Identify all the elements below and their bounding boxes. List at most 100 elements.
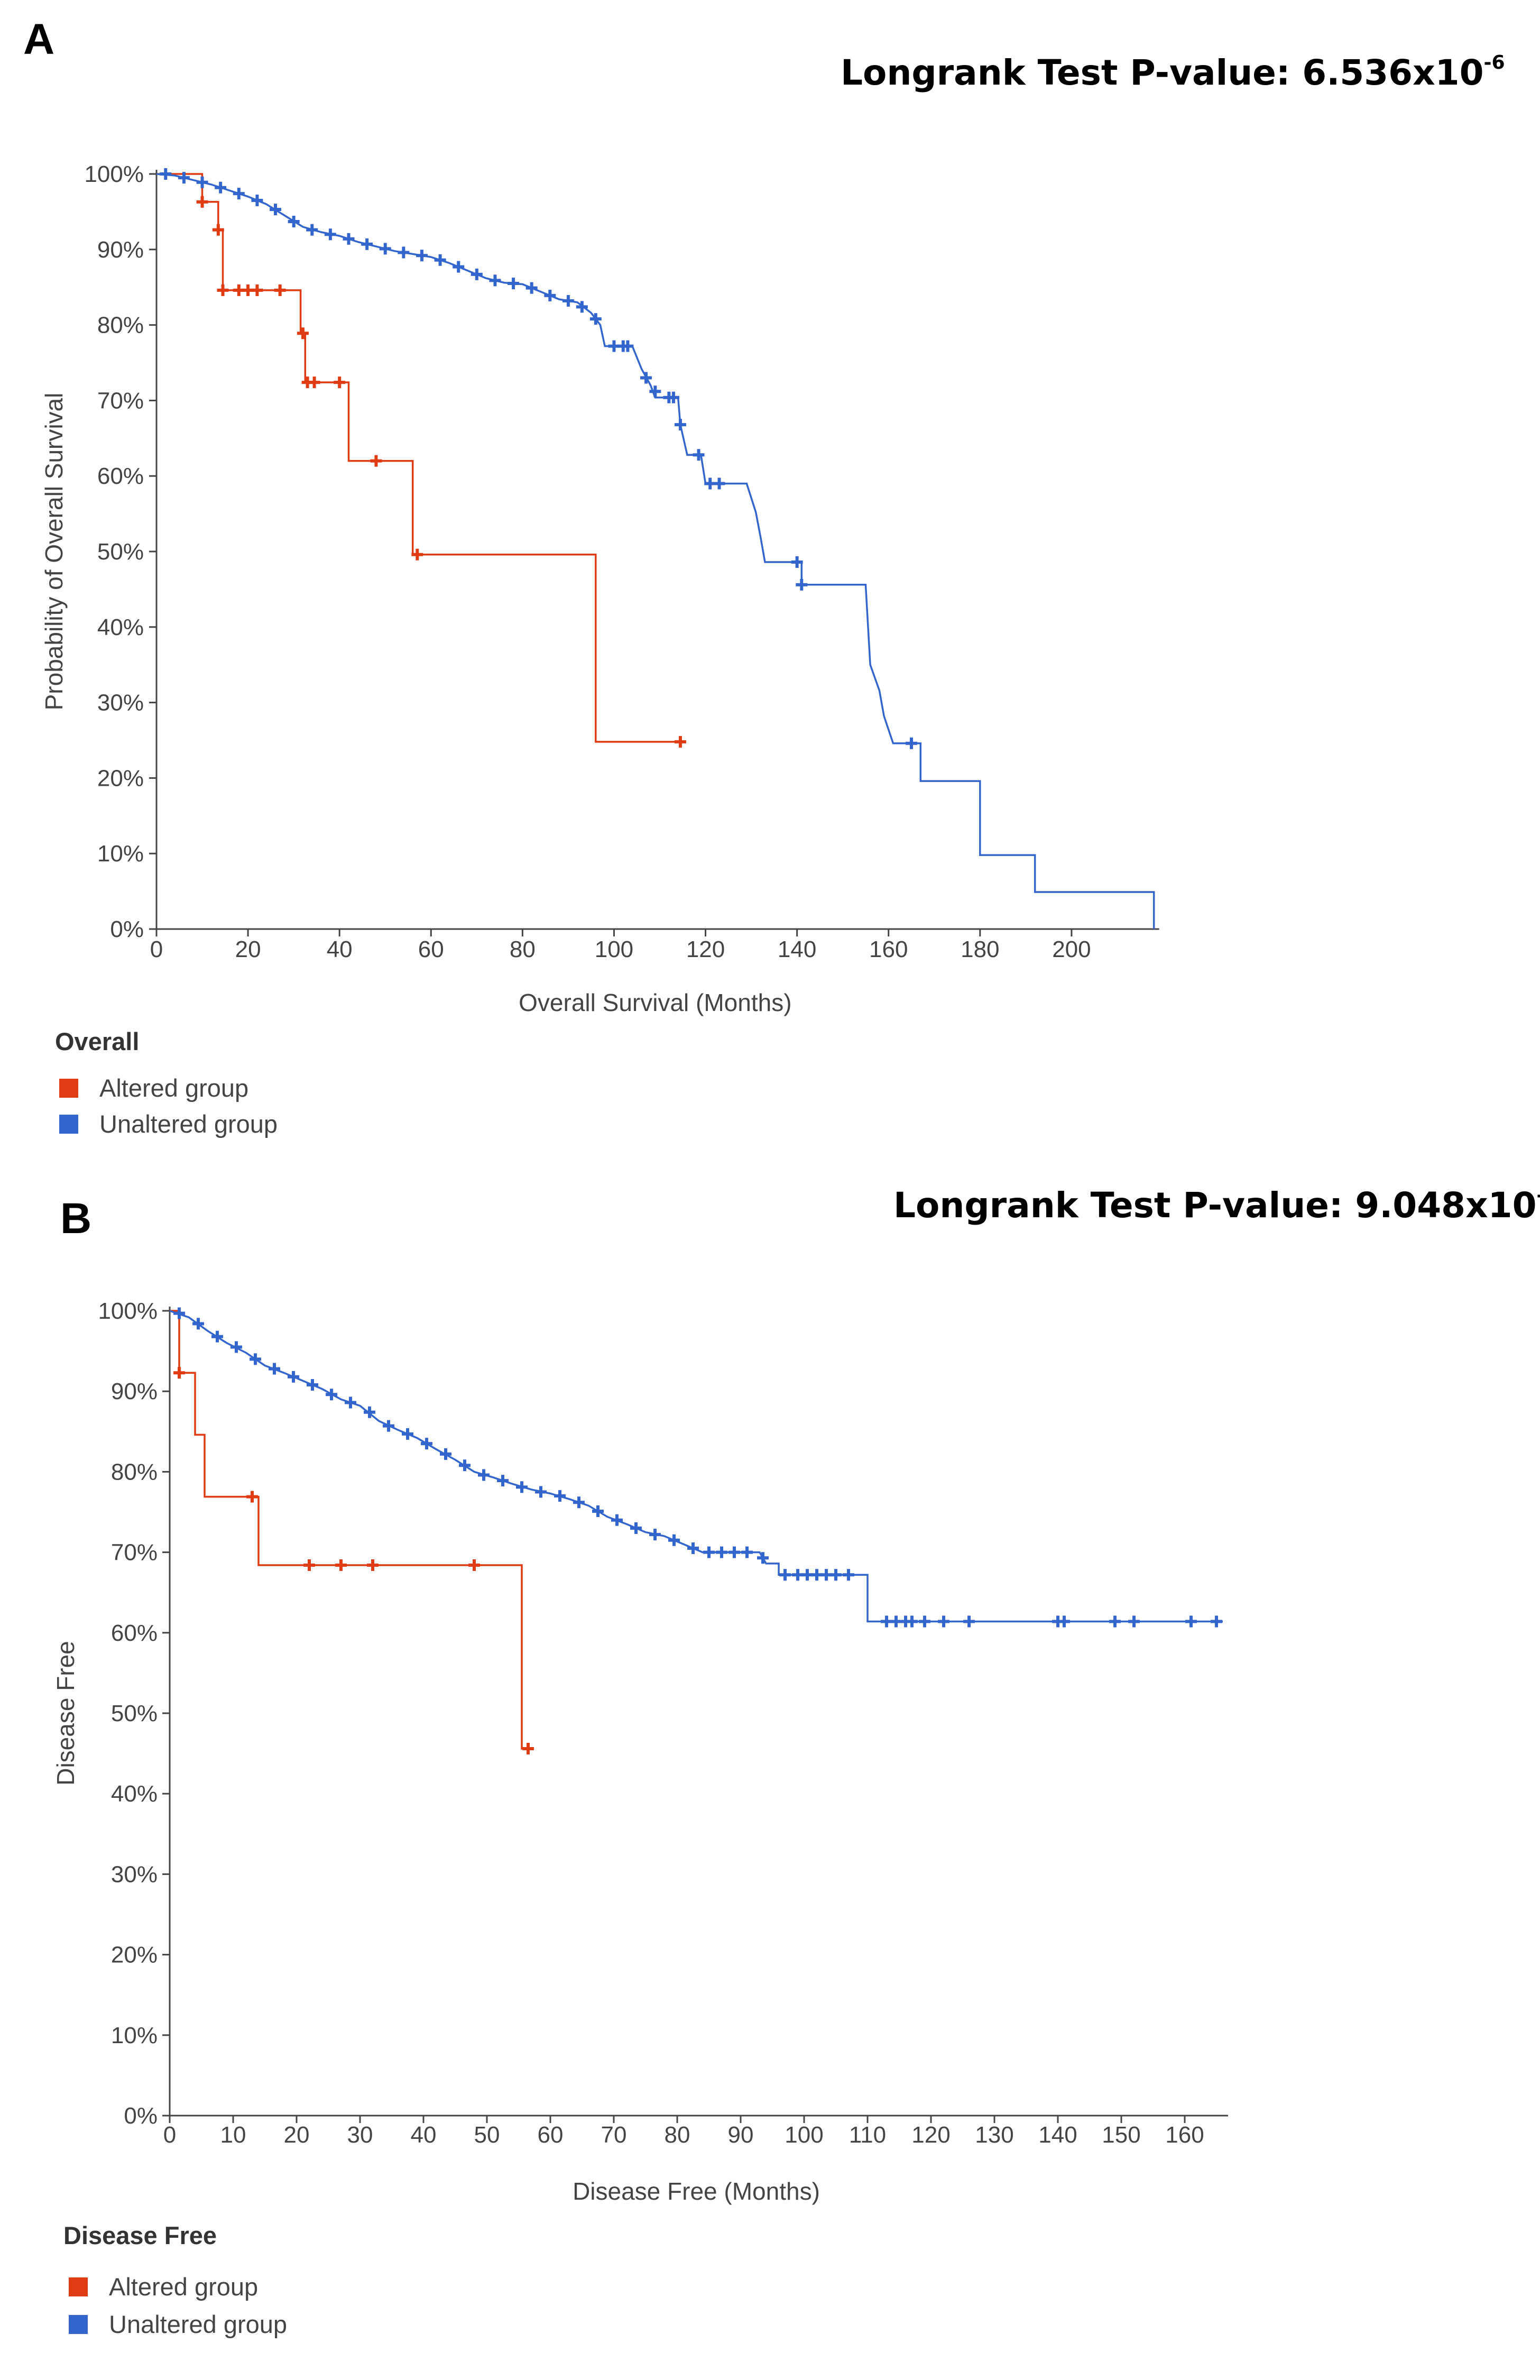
unaltered-group-censor-mark xyxy=(478,1469,490,1481)
x-tick-label: 0 xyxy=(150,936,163,962)
y-tick-label: 80% xyxy=(111,1459,158,1485)
y-axis-title: Probability of Overall Survival xyxy=(40,393,68,711)
unaltered-group-censor-mark xyxy=(326,1389,337,1401)
unaltered-group-censor-mark xyxy=(402,1428,413,1440)
x-tick-label: 70 xyxy=(601,2122,627,2148)
unaltered-group-censor-mark xyxy=(453,261,465,273)
unaltered-group-censor-mark xyxy=(687,1542,699,1554)
unaltered-group-censor-mark xyxy=(576,301,588,313)
unaltered-group-censor-mark xyxy=(573,1496,585,1509)
altered-group-censor-mark xyxy=(522,1742,534,1754)
unaltered-group-censor-mark xyxy=(306,224,318,236)
unaltered-group-censor-mark xyxy=(215,181,227,194)
panel-b-legend-unaltered: Unaltered group xyxy=(69,2310,287,2339)
x-tick-label: 140 xyxy=(1038,2122,1077,2148)
x-tick-label: 120 xyxy=(911,2122,950,2148)
altered-group-survival-curve xyxy=(156,173,683,743)
panel-a-pvalue-exponent: -6 xyxy=(1483,52,1505,73)
altered-group-censor-mark xyxy=(308,376,320,389)
altered-group-censor-mark xyxy=(370,455,382,467)
unaltered-group-censor-mark xyxy=(779,1569,791,1581)
unaltered-group-censor-mark xyxy=(741,1546,753,1558)
y-tick-label: 50% xyxy=(111,1701,158,1726)
y-tick-label: 90% xyxy=(97,237,144,263)
altered-group-censor-mark xyxy=(297,327,309,339)
unaltered-group-censor-mark xyxy=(416,250,428,262)
panel-a-pvalue: Longrank Test P-value: 6.536x10-6 xyxy=(841,52,1505,93)
y-axis-title: Disease Free xyxy=(52,1641,79,1786)
unaltered-group-censor-mark xyxy=(421,1438,432,1450)
unaltered-group-censor-mark xyxy=(196,176,208,188)
x-tick-label: 80 xyxy=(665,2122,690,2148)
unaltered-group-survival-curve xyxy=(169,1310,1223,1623)
unaltered-group-censor-mark xyxy=(440,1448,451,1460)
unaltered-group-censor-mark xyxy=(398,246,410,259)
unaltered-group-censor-mark xyxy=(270,204,282,216)
unaltered-group-censor-mark xyxy=(905,737,917,749)
x-axis-title: Overall Survival (Months) xyxy=(519,989,791,1016)
unaltered-swatch-icon xyxy=(59,1114,78,1134)
unaltered-group-censor-mark xyxy=(830,1569,842,1581)
panel-b-letter: B xyxy=(60,1194,92,1243)
unaltered-group-censor-mark xyxy=(649,385,661,398)
unaltered-group-censor-mark xyxy=(361,238,373,250)
unaltered-group-censor-mark xyxy=(535,1486,547,1498)
x-tick-label: 150 xyxy=(1102,2122,1140,2148)
y-tick-label: 100% xyxy=(98,1298,158,1324)
altered-group-censor-mark xyxy=(173,1367,185,1379)
unaltered-group-censor-mark xyxy=(160,168,172,180)
y-tick-label: 10% xyxy=(97,841,144,867)
x-tick-label: 110 xyxy=(849,2122,886,2148)
x-tick-label: 50 xyxy=(474,2122,500,2148)
unaltered-group-censor-mark xyxy=(383,1420,394,1432)
y-tick-label: 100% xyxy=(84,161,144,187)
unaltered-group-censor-mark xyxy=(544,289,556,301)
x-tick-label: 40 xyxy=(327,936,353,962)
panel-a-legend-title: Overall xyxy=(55,1027,140,1055)
y-tick-label: 20% xyxy=(97,765,144,791)
altered-group-censor-mark xyxy=(674,736,686,748)
unaltered-group-censor-mark xyxy=(703,1546,715,1558)
unaltered-group-survival-curve xyxy=(156,173,1155,929)
unaltered-group-censor-mark xyxy=(230,1341,242,1353)
unaltered-group-censor-mark xyxy=(288,215,300,227)
panel-a-letter: A xyxy=(23,15,55,63)
unaltered-group-censor-mark xyxy=(649,1529,661,1541)
x-tick-label: 100 xyxy=(785,2122,823,2148)
legend-label: Altered group xyxy=(99,1074,249,1102)
unaltered-group-censor-mark xyxy=(489,274,501,287)
altered-group-censor-mark xyxy=(303,1559,315,1571)
overall-survival-chart: 0% 10% 20% 30% 40% 50% 60% 70% 80% 90% 100% 0 20 40 60… xyxy=(40,161,1159,1016)
unaltered-group-censor-mark xyxy=(178,172,190,184)
unaltered-group-censor-mark xyxy=(622,340,634,352)
altered-group-censor-mark xyxy=(367,1559,379,1571)
x-tick-label: 200 xyxy=(1052,936,1091,962)
y-tick-label: 60% xyxy=(111,1620,158,1646)
unaltered-group-censor-mark xyxy=(562,295,574,307)
altered-group-censor-mark xyxy=(246,1491,258,1503)
panel-b-pvalue: Longrank Test P-value: 9.048x10-3 xyxy=(893,1184,1540,1226)
y-tick-label: 50% xyxy=(97,539,144,565)
altered-swatch-icon xyxy=(69,2277,88,2296)
unaltered-group-censor-mark xyxy=(791,556,803,568)
unaltered-group-censor-mark xyxy=(554,1490,566,1502)
unaltered-group-censor-mark xyxy=(345,1396,356,1409)
unaltered-group-censor-mark xyxy=(250,1353,261,1365)
panel-a-legend-unaltered: Unaltered group xyxy=(59,1109,278,1138)
unaltered-group-censor-mark xyxy=(497,1475,509,1487)
unaltered-group-censor-mark xyxy=(919,1615,930,1628)
y-tick-label: 20% xyxy=(111,1942,158,1968)
unaltered-group-censor-mark xyxy=(343,233,355,245)
unaltered-group-censor-mark xyxy=(471,268,483,280)
unaltered-group-censor-mark xyxy=(757,1552,769,1564)
panel-b-pvalue-text: Longrank Test P-value: 9.048x10 xyxy=(893,1185,1537,1226)
unaltered-group-censor-mark xyxy=(1128,1615,1140,1628)
unaltered-group-censor-mark xyxy=(1185,1615,1197,1628)
x-tick-label: 80 xyxy=(510,936,536,962)
unaltered-group-censor-mark xyxy=(459,1459,471,1472)
x-tick-label: 40 xyxy=(411,2122,437,2148)
unaltered-group-censor-mark xyxy=(1109,1615,1121,1628)
y-tick-label: 90% xyxy=(111,1379,158,1404)
panel-b-legend-title: Disease Free xyxy=(63,2221,217,2249)
panel-b-legend-altered: Altered group xyxy=(69,2272,258,2301)
